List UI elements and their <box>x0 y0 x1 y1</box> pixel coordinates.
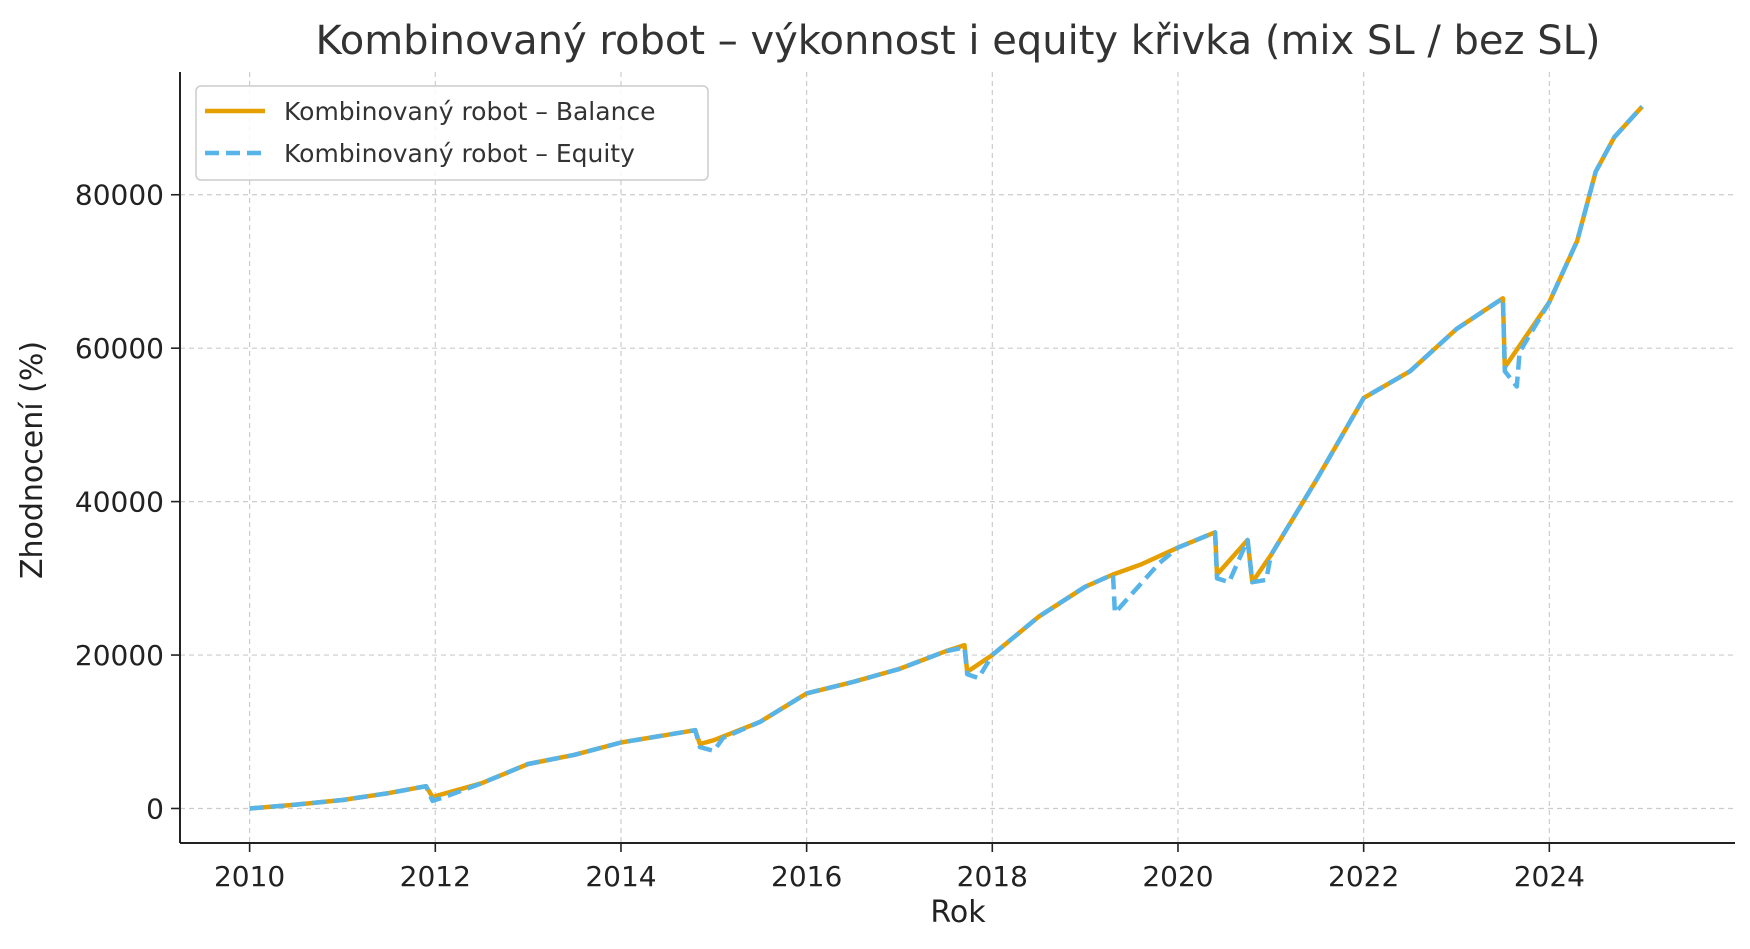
ticks: 2010 2012 2014 2016 2018 2020 2022 2024 0 20000 40… <box>75 179 1585 893</box>
x-tick-label: 2020 <box>1142 860 1213 893</box>
legend-label-equity: Kombinovaný robot – Equity <box>284 139 635 168</box>
axes <box>179 72 1735 844</box>
x-tick-label: 2014 <box>585 860 656 893</box>
x-tick-label: 2010 <box>214 860 285 893</box>
series-layer <box>249 104 1644 811</box>
y-tick-label: 60000 <box>75 332 164 365</box>
x-tick-label: 2012 <box>400 860 471 893</box>
y-tick-label: 20000 <box>75 639 164 672</box>
x-tick-label: 2018 <box>957 860 1028 893</box>
x-tick-label: 2016 <box>771 860 842 893</box>
y-tick-label: 80000 <box>75 179 164 212</box>
grid <box>180 72 1735 843</box>
legend: Kombinovaný robot – Balance Kombinovaný … <box>195 85 709 181</box>
legend-label-balance: Kombinovaný robot – Balance <box>284 97 656 126</box>
x-tick-label: 2022 <box>1328 860 1399 893</box>
y-tick-label: 40000 <box>75 486 164 519</box>
x-axis-label: Rok <box>930 895 986 930</box>
chart-title: Kombinovaný robot – výkonnost i equity k… <box>316 18 1601 64</box>
legend-box <box>195 85 709 181</box>
y-tick-label: 0 <box>146 792 164 825</box>
series-line-balance <box>249 104 1644 811</box>
series-line-equity <box>249 104 1644 811</box>
x-tick-label: 2024 <box>1514 860 1585 893</box>
y-axis-label: Zhodnocení (%) <box>15 341 50 579</box>
